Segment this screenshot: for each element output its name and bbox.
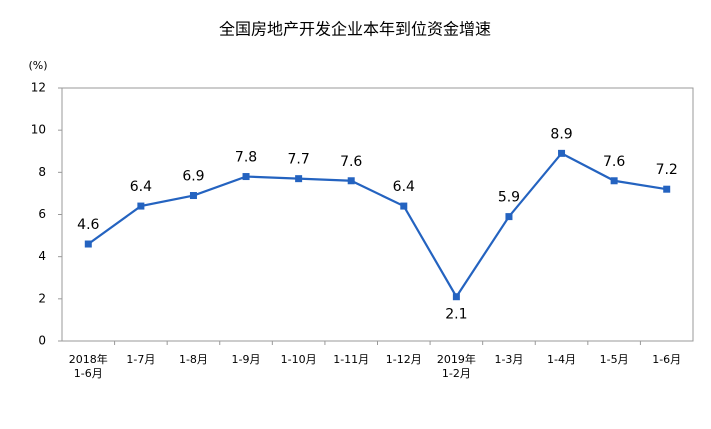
y-tick-label: 6 bbox=[38, 207, 46, 221]
data-label: 2.1 bbox=[445, 307, 467, 323]
x-tick-label: 1-9月 bbox=[231, 353, 261, 366]
y-tick-label: 10 bbox=[31, 123, 46, 137]
x-tick-label: 1-11月 bbox=[333, 353, 370, 366]
y-tick-label: 12 bbox=[31, 81, 46, 95]
data-label: 7.2 bbox=[656, 162, 678, 178]
plot-frame bbox=[61, 87, 694, 342]
marker bbox=[610, 177, 618, 185]
marker bbox=[400, 202, 408, 210]
data-label: 6.9 bbox=[182, 169, 204, 185]
line bbox=[87, 151, 667, 299]
marker bbox=[242, 173, 250, 181]
marker bbox=[137, 202, 145, 210]
x-tick-label: 1-8月 bbox=[178, 353, 208, 366]
x-tick-label: 1-6月 bbox=[652, 353, 682, 366]
marker bbox=[505, 213, 513, 221]
chart-title: 全国房地产开发企业本年到位资金增速 bbox=[219, 20, 491, 39]
data-label: 7.7 bbox=[287, 152, 309, 168]
marker bbox=[558, 149, 566, 157]
y-tick-label: 4 bbox=[38, 249, 46, 263]
marker bbox=[452, 293, 460, 301]
x-tick-label: 2018年 1-6月 bbox=[68, 353, 108, 380]
data-label: 8.9 bbox=[550, 126, 572, 142]
x-tick-label: 2019年 1-2月 bbox=[436, 353, 476, 380]
data-label: 4.6 bbox=[77, 217, 99, 233]
x-tick-label: 1-7月 bbox=[126, 353, 156, 366]
data-label: 7.6 bbox=[603, 154, 625, 170]
x-tick-label: 1-3月 bbox=[494, 353, 524, 366]
y-axis-label: (%) bbox=[28, 59, 47, 72]
marker bbox=[663, 185, 671, 193]
data-label: 6.4 bbox=[393, 179, 415, 195]
y-tick-label: 8 bbox=[38, 165, 46, 179]
x-tick-label: 1-5月 bbox=[599, 353, 629, 366]
marker bbox=[347, 177, 355, 185]
y-tick-label: 0 bbox=[38, 334, 46, 348]
data-label: 6.4 bbox=[130, 179, 152, 195]
x-tick-label: 1-12月 bbox=[385, 353, 422, 366]
marker bbox=[189, 192, 197, 200]
x-tick-label: 1-4月 bbox=[547, 353, 577, 366]
marker bbox=[84, 240, 92, 248]
data-label: 5.9 bbox=[498, 190, 520, 206]
marker bbox=[295, 175, 303, 183]
x-tick-label: 1-10月 bbox=[280, 353, 317, 366]
data-label: 7.6 bbox=[340, 154, 362, 170]
y-tick-label: 2 bbox=[38, 291, 46, 305]
data-label: 7.8 bbox=[235, 150, 257, 166]
